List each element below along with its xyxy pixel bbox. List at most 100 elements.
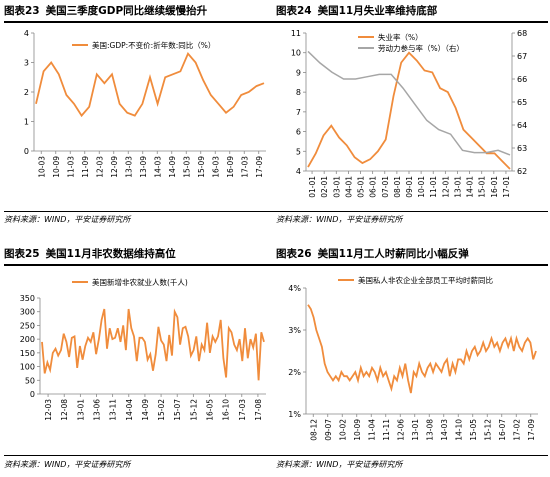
- figure-title: 美国11月非农数据维持高位: [45, 248, 176, 260]
- y-tick-label: 150: [20, 349, 35, 358]
- bottom-rule: [276, 211, 548, 212]
- y2-tick-label: 66: [517, 75, 527, 84]
- x-tick-label: 01-01: [308, 176, 317, 198]
- x-tick-label: 17-09: [527, 419, 536, 441]
- x-tick-label: 16-01: [490, 176, 499, 198]
- bottom-rule: [4, 211, 276, 212]
- legend-label: 失业率（%）: [378, 32, 423, 42]
- y-tick-label: 11: [291, 29, 301, 38]
- legend-label: 美国:GDP:不变价:折年数:同比（%）: [92, 40, 215, 50]
- x-tick-label: 17-02: [512, 419, 521, 441]
- x-tick-label: 15-09: [197, 156, 206, 178]
- x-tick-label: 17-01: [502, 176, 511, 198]
- panel-unemployment: 图表24 美国11月失业率维持底部 4 5 6 7 8 9 10 11 62 63 64 65 66 67 6…: [276, 2, 548, 232]
- x-tick-label: 10-02: [338, 419, 347, 441]
- series-line: [35, 52, 265, 118]
- figure-number: 图表25: [4, 248, 40, 260]
- source-note: 资料来源：WIND，平安证券研究所: [276, 460, 403, 469]
- x-tick-label: 06-01: [369, 176, 378, 198]
- y-tick-label: 6: [296, 128, 301, 137]
- x-tick-label: 16-07: [498, 419, 507, 441]
- x-tick-label: 13-01: [453, 176, 462, 198]
- x-tick-label: 14-03: [440, 419, 449, 441]
- figure-number: 图表24: [276, 5, 312, 17]
- panel-title: 图表24 美国11月失业率维持底部: [276, 2, 548, 20]
- x-tick-label: 14-03: [153, 156, 162, 178]
- panel-gdp: 图表23 美国三季度GDP同比继续缓慢抬升 0 1 2 3 4 10-03 10-09 11-0…: [4, 2, 276, 232]
- bottom-rule: [276, 455, 548, 456]
- x-tick-label: 15-02: [157, 399, 166, 421]
- bottom-rule: [4, 455, 276, 456]
- y-tick-label: 200: [20, 335, 35, 344]
- figure-number: 图表26: [276, 248, 312, 260]
- legend-label: 美国新增非农就业人数(千人): [92, 277, 188, 287]
- x-tick-label: 07-01: [381, 176, 390, 198]
- y2-tick-label: 62: [517, 167, 527, 176]
- series-line: [307, 304, 537, 394]
- title-rule: [4, 21, 276, 23]
- title-rule: [4, 264, 276, 266]
- y-tick-label: 100: [20, 363, 35, 372]
- x-tick-label: 13-01: [76, 399, 85, 421]
- x-tick-label: 17-03: [238, 399, 247, 421]
- y2-tick-label: 64: [517, 121, 527, 130]
- series-line: [307, 50, 511, 156]
- x-tick-label: 12-01: [441, 176, 450, 198]
- legend-label: 劳动力参与率（%）（右）: [378, 43, 464, 53]
- y2-tick-label: 65: [517, 98, 527, 107]
- x-tick-label: 11-01: [429, 176, 438, 198]
- x-tick-label: 13-01: [411, 419, 420, 441]
- figure-title: 美国11月失业率维持底部: [317, 5, 438, 17]
- y-tick-label: 0: [24, 147, 29, 156]
- x-tick-label: 16-03: [211, 156, 220, 178]
- y2-tick-label: 68: [517, 29, 527, 38]
- y-tick-label: 9: [296, 68, 301, 77]
- x-tick-label: 12-06: [396, 419, 405, 441]
- x-tick-label: 17-09: [255, 156, 264, 178]
- x-tick-label: 14-09: [141, 399, 150, 421]
- x-tick-label: 12-08: [60, 399, 69, 421]
- x-tick-label: 10-01: [417, 176, 426, 198]
- x-tick-label: 12-09: [110, 156, 119, 178]
- x-tick-label: 09-01: [405, 176, 414, 198]
- nonfarm-chart: 0 50 100 150 200 250 300 350 12-03 12-08 13-01 13-0…: [20, 277, 266, 421]
- x-tick-label: 02-01: [320, 176, 329, 198]
- y-tick-label: 300: [20, 308, 35, 317]
- figure-number: 图表23: [4, 5, 40, 17]
- y-tick-label: 1: [24, 118, 29, 127]
- y-tick-label: 4: [24, 29, 29, 38]
- x-tick-label: 13-09: [139, 156, 148, 178]
- x-tick-label: 12-03: [95, 156, 104, 178]
- x-tick-label: 10-03: [37, 156, 46, 178]
- x-tick-label: 15-05: [469, 419, 478, 441]
- x-tick-label: 10-09: [353, 419, 362, 441]
- gdp-chart: 0 1 2 3 4 10-03 10-09 11-03 11-09 12-03 12-09 13-03…: [24, 29, 266, 178]
- x-tick-label: 09-07: [324, 419, 333, 441]
- x-tick-label: 11-03: [66, 156, 75, 178]
- series-line: [307, 51, 511, 170]
- x-tick-label: 14-04: [125, 399, 134, 421]
- y-tick-label: 5: [296, 147, 301, 156]
- source-note: 资料来源：WIND，平安证券研究所: [4, 215, 131, 224]
- x-tick-label: 11-09: [81, 156, 90, 178]
- y-tick-label: 350: [20, 294, 35, 303]
- y-tick-label: 7: [296, 108, 301, 117]
- panel-wages: 图表26 美国11月工人时薪同比小幅反弹 1% 2% 3% 4% 08-12 09-07 10…: [276, 245, 548, 477]
- y2-tick-label: 63: [517, 144, 527, 153]
- y-tick-label: 3%: [288, 326, 301, 335]
- x-tick-label: 08-12: [309, 419, 318, 441]
- panel-title: 图表26 美国11月工人时薪同比小幅反弹: [276, 245, 548, 263]
- y-tick-label: 4%: [288, 284, 301, 293]
- x-tick-label: 15-03: [182, 156, 191, 178]
- x-tick-label: 10-09: [52, 156, 61, 178]
- x-tick-label: 08-01: [393, 176, 402, 198]
- source-note: 资料来源：WIND，平安证券研究所: [4, 460, 131, 469]
- panel-title: 图表23 美国三季度GDP同比继续缓慢抬升: [4, 2, 276, 20]
- x-tick-label: 14-10: [454, 419, 463, 441]
- y2-tick-label: 67: [517, 52, 527, 61]
- source-note: 资料来源：WIND，平安证券研究所: [276, 215, 403, 224]
- x-tick-label: 12-03: [44, 399, 53, 421]
- x-tick-label: 14-01: [466, 176, 475, 198]
- title-rule: [276, 21, 548, 23]
